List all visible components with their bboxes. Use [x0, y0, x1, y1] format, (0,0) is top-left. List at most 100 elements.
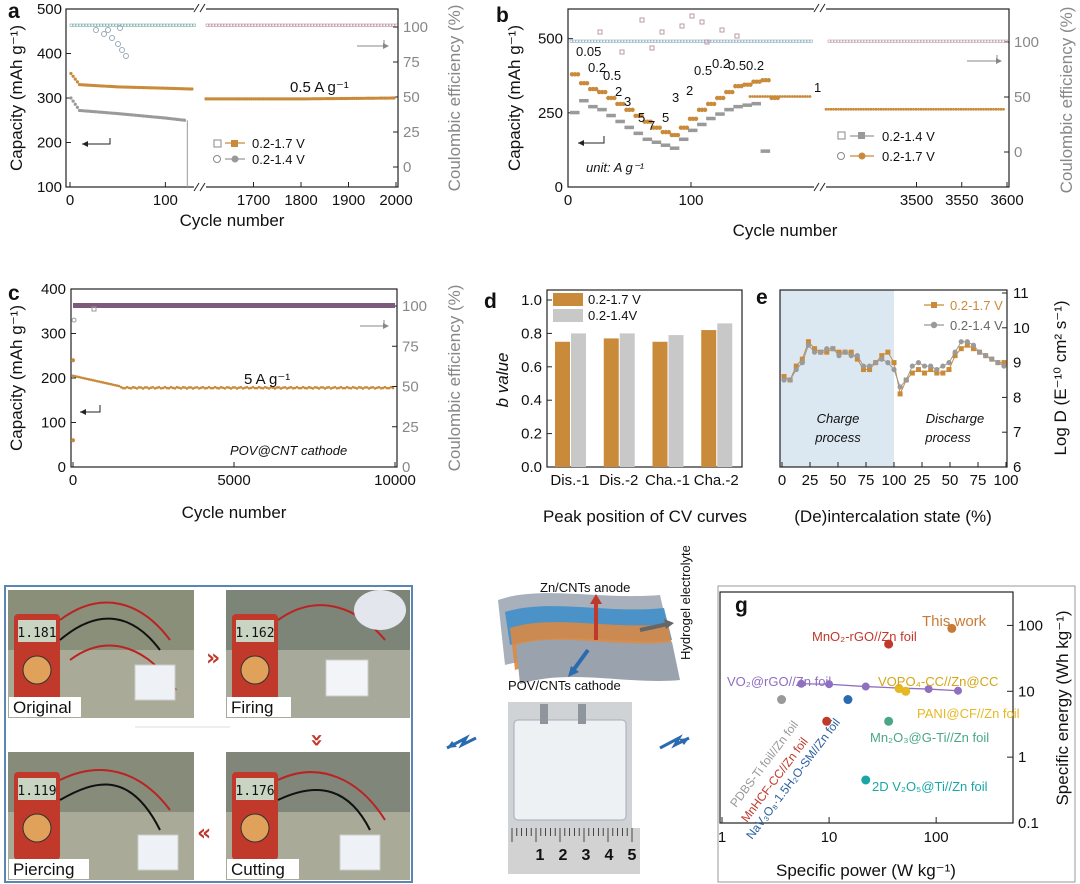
capacity-point: [329, 387, 333, 390]
ce-scatter: [119, 47, 125, 53]
ce-point: [740, 39, 744, 43]
capacity-point-14v: [71, 99, 75, 103]
rate-point-17v: [711, 101, 717, 107]
photo-piercing: 1.119 Piercing: [8, 752, 194, 880]
rate-point-14v: [591, 104, 595, 109]
cycle-point: [776, 95, 779, 98]
ragone-point: [947, 623, 957, 633]
xtick-label: 10000: [374, 472, 416, 489]
ce-point: [746, 39, 750, 43]
rate-point-17v: [766, 78, 771, 83]
logd-point-17v: [885, 349, 891, 355]
panel-e-ticks: 6 7 8 9 10 11 0 25 50 75 100 25 50 75 100: [778, 285, 1030, 489]
rate-point-14v: [606, 113, 610, 118]
capacity-point: [209, 386, 213, 390]
cycle-point: [944, 107, 948, 111]
tab-left: [540, 704, 548, 724]
logd-point-14v: [891, 366, 897, 373]
ce-point: [854, 39, 858, 43]
rate-point-14v: [651, 140, 656, 144]
capacity-point: [147, 387, 151, 390]
ce-point: [244, 23, 248, 27]
panel-e-legend: 0.2-1.7 V 0.2-1.4 V: [924, 298, 1003, 333]
rate-point-14v: [654, 140, 659, 144]
ce-point: [923, 39, 927, 43]
multimeter-dial: [22, 655, 52, 685]
legend-circle: [858, 152, 866, 160]
cycle-point: [808, 95, 812, 98]
capacity-point: [383, 385, 387, 389]
ce-point: [301, 23, 305, 27]
ce-point: [162, 23, 166, 27]
rate-label: 5: [638, 110, 645, 125]
capacity-point: [289, 385, 293, 389]
ce-point: [650, 39, 654, 43]
ce-point: [809, 39, 813, 43]
logd-point-17v: [940, 370, 946, 376]
capacity-point-17v: [392, 96, 396, 100]
arrow-head: [80, 409, 86, 415]
ce-point: [662, 39, 666, 43]
rate-point-14v: [603, 107, 607, 112]
ce-point: [935, 39, 939, 43]
rate-point-17v: [633, 113, 638, 119]
ce-point: [135, 23, 139, 27]
ce-point: [725, 39, 729, 43]
ce-point: [941, 39, 945, 43]
capacity-point: [365, 386, 369, 389]
rate-point-17v: [621, 101, 626, 107]
ce-point: [217, 23, 221, 27]
ytick-label: 100: [37, 179, 62, 196]
capacity-point: [349, 386, 353, 390]
ce-point: [159, 23, 163, 27]
panel-e-charge-shade: [780, 290, 894, 467]
ce-point: [373, 23, 377, 27]
panel-b-frame: [567, 8, 1010, 188]
capacity-point: [211, 386, 215, 390]
capacity-point: [149, 386, 153, 389]
capacity-point: [339, 385, 343, 389]
ce-point: [250, 23, 254, 27]
capacity-point: [103, 381, 107, 385]
logd-point-14v: [964, 339, 970, 345]
ce-point: [569, 39, 573, 43]
cycle-point: [869, 107, 873, 111]
ce-scatter: [105, 27, 111, 33]
panel-d: d 0.0 0.2 0.4 0.6 0.8 1.0 Dis.-1 Dis.-2 Cha.-1 C…: [484, 289, 747, 526]
cycle-point: [786, 95, 789, 98]
ce-point: [692, 39, 696, 43]
ruler-number: 3: [582, 847, 591, 864]
ce-point: [241, 23, 245, 27]
legend-circle: [231, 155, 239, 163]
ce-point: [355, 23, 359, 27]
anode-label: Zn/CNTs anode: [540, 580, 630, 595]
cycle-point: [761, 95, 764, 98]
bar-17v: [652, 341, 668, 467]
ce-point: [806, 39, 810, 43]
ce-point: [917, 39, 921, 43]
ce-point: [992, 39, 996, 43]
capacity-point: [385, 386, 389, 390]
panel-g-xlabel: Specific power (W kg⁻¹): [776, 861, 956, 880]
logd-point-17v: [952, 353, 958, 359]
ce-point: [168, 23, 172, 27]
rate-point-17v: [721, 95, 726, 101]
ce-point: [370, 23, 374, 27]
ce-point: [848, 39, 852, 43]
capacity-point: [95, 379, 99, 383]
ce-point: [965, 39, 969, 43]
ce-point: [141, 23, 145, 27]
panel-a-xticks: 0 100 1700 1800 1900 2000: [66, 182, 413, 209]
ce-point: [656, 39, 660, 43]
arrow-head: [996, 58, 1002, 64]
logd-point-14v: [946, 360, 952, 366]
axis-break-marks: [193, 3, 206, 192]
cycle-point: [882, 107, 885, 111]
logd-point-14v: [873, 360, 879, 366]
ytick-label: 0.1: [1018, 815, 1039, 832]
ce-point: [295, 23, 299, 27]
cycle-point: [904, 107, 908, 111]
ce-point: [689, 39, 693, 43]
cathode-label: POV/CNTs cathode: [508, 678, 621, 693]
